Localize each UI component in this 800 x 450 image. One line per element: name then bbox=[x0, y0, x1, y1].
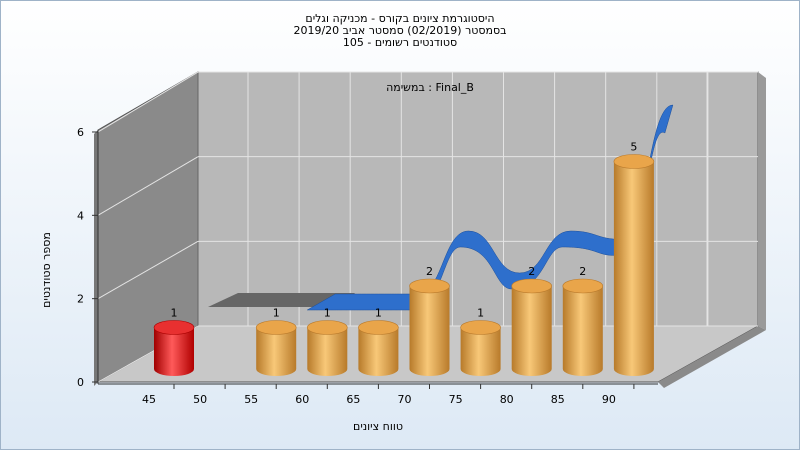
y-axis-title: מספר סטודנטים bbox=[40, 232, 53, 308]
bar-top bbox=[306, 320, 348, 335]
grid-line-diag bbox=[97, 240, 199, 300]
bar-value-label: 2 bbox=[426, 265, 433, 278]
bar-body bbox=[511, 286, 552, 376]
bar-value-label: 2 bbox=[528, 265, 535, 278]
bar-value-label: 1 bbox=[324, 307, 331, 320]
grid-line-diag bbox=[97, 71, 199, 133]
bar-body bbox=[256, 327, 297, 376]
grid-line-diag bbox=[97, 156, 199, 216]
bar-top bbox=[460, 320, 501, 335]
bar-top bbox=[255, 320, 297, 335]
bar: 2 bbox=[409, 265, 450, 376]
bar: 1 bbox=[460, 307, 501, 376]
x-tick-label: 85 bbox=[551, 393, 565, 406]
trend-ribbon bbox=[306, 104, 674, 311]
bar-top bbox=[153, 320, 195, 335]
chart-subtitle-2: סטודנטים רשומים - 105 bbox=[342, 36, 458, 49]
bar-body bbox=[358, 327, 399, 376]
x-tick-label: 90 bbox=[602, 393, 616, 406]
chart-subtitle-1: בסמסטר (02/2019) סמסטר אביב 2019/20 bbox=[293, 24, 507, 37]
bar-value-label: 1 bbox=[477, 307, 484, 320]
bar-value-label: 1 bbox=[171, 307, 178, 320]
bar-top bbox=[358, 320, 399, 335]
x-tick-label: 65 bbox=[346, 393, 360, 406]
y-axis-ticks: 0 2 4 6 bbox=[77, 126, 98, 389]
bar: 1 bbox=[255, 307, 297, 376]
bar-body bbox=[613, 161, 654, 376]
x-tick-label: 60 bbox=[295, 393, 309, 406]
bar-top bbox=[511, 278, 553, 294]
y-tick-label: 2 bbox=[77, 293, 84, 306]
bar: 5 bbox=[613, 141, 655, 376]
bar-body bbox=[562, 286, 603, 376]
bar-body bbox=[409, 286, 450, 376]
back-wall bbox=[197, 71, 759, 327]
x-tick-label: 45 bbox=[142, 393, 156, 406]
bars: 1 1 1 1 2 1 2 2 5 bbox=[153, 141, 655, 376]
x-tick-label: 55 bbox=[244, 393, 258, 406]
bar-body bbox=[154, 327, 194, 376]
y-tick-label: 4 bbox=[77, 209, 84, 222]
bar: 2 bbox=[562, 265, 604, 376]
right-edge bbox=[758, 72, 766, 330]
x-tick-label: 70 bbox=[398, 393, 412, 406]
bar-value-label: 2 bbox=[579, 265, 586, 278]
bar-body bbox=[460, 327, 501, 376]
task-annotation: במשימה : Final_B bbox=[386, 81, 474, 94]
bar: 1 bbox=[153, 307, 195, 376]
bar-value-label: 5 bbox=[630, 141, 637, 154]
bar-value-label: 1 bbox=[375, 307, 382, 320]
x-tick-label: 80 bbox=[500, 393, 514, 406]
bar-top bbox=[562, 278, 604, 294]
left-edge bbox=[94, 130, 98, 386]
trend-series bbox=[208, 104, 674, 311]
bar-top bbox=[409, 278, 450, 294]
y-tick-label: 0 bbox=[77, 376, 84, 389]
chart-title: היסטוגרמת ציונים בקורס - מכניקה וגלים bbox=[305, 12, 495, 25]
bar: 2 bbox=[511, 265, 553, 376]
bar-body bbox=[307, 327, 348, 376]
x-axis-title: טווח ציונים bbox=[353, 420, 403, 433]
x-tick-label: 75 bbox=[449, 393, 463, 406]
floor-edge bbox=[658, 326, 766, 388]
y-tick-label: 6 bbox=[77, 126, 84, 139]
x-axis-ticks: 45 50 55 60 65 70 75 80 85 90 bbox=[142, 384, 635, 406]
bar: 1 bbox=[358, 307, 399, 376]
x-tick-label: 50 bbox=[193, 393, 207, 406]
bar-value-label: 1 bbox=[273, 307, 280, 320]
bar-top bbox=[613, 154, 655, 169]
bar: 1 bbox=[306, 307, 348, 376]
